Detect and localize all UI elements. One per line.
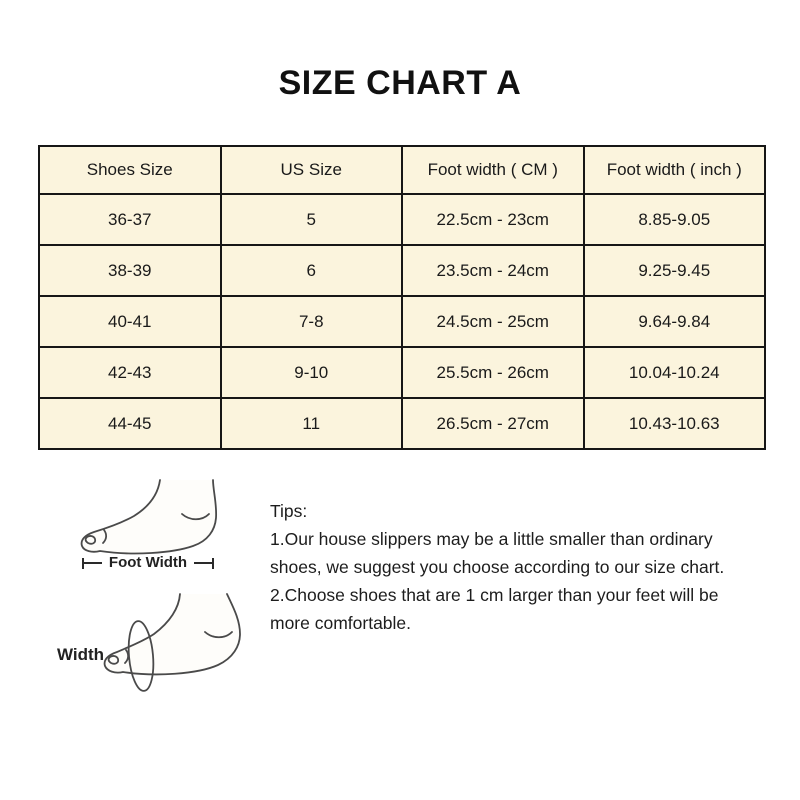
measure-line-left [84, 562, 102, 564]
table-header-row: Shoes Size US Size Foot width ( CM ) Foo… [38, 145, 766, 195]
table-cell: 25.5cm - 26cm [401, 346, 585, 399]
table-row: 44-45 11 26.5cm - 27cm 10.43-10.63 [38, 397, 766, 450]
table-cell: 10.43-10.63 [582, 397, 766, 450]
table-cell: 9-10 [219, 346, 403, 399]
table-cell: 9.64-9.84 [582, 295, 766, 348]
tips-line: 2.Choose shoes that are 1 cm larger than… [270, 585, 719, 605]
table-cell: 5 [219, 193, 403, 246]
header-cell-us-size: US Size [219, 145, 403, 195]
table-cell: 10.04-10.24 [582, 346, 766, 399]
table-cell: 24.5cm - 25cm [401, 295, 585, 348]
foot-girth-ellipse-icon [103, 593, 241, 692]
table-cell: 11 [219, 397, 403, 450]
table-cell: 44-45 [38, 397, 222, 450]
foot-width-measure-label: Foot Width [108, 554, 188, 571]
table-row: 38-39 6 23.5cm - 24cm 9.25-9.45 [38, 244, 766, 297]
table-cell: 8.85-9.05 [582, 193, 766, 246]
measure-tick-left [82, 557, 84, 569]
table-cell: 36-37 [38, 193, 222, 246]
table-cell: 42-43 [38, 346, 222, 399]
width-measure-label: Width [57, 645, 105, 664]
table-row: 42-43 9-10 25.5cm - 26cm 10.04-10.24 [38, 346, 766, 399]
tips-heading: Tips: [270, 501, 308, 521]
page-title: SIZE CHART A [278, 64, 522, 102]
tips-block: Tips: 1.Our house slippers may be a litt… [270, 497, 780, 637]
table-row: 40-41 7-8 24.5cm - 25cm 9.64-9.84 [38, 295, 766, 348]
table-cell: 7-8 [219, 295, 403, 348]
tips-line: shoes, we suggest you choose according t… [270, 557, 725, 577]
header-cell-foot-width-cm: Foot width ( CM ) [401, 145, 585, 195]
table-cell: 23.5cm - 24cm [401, 244, 585, 297]
table-cell: 6 [219, 244, 403, 297]
table-row: 36-37 5 22.5cm - 23cm 8.85-9.05 [38, 193, 766, 246]
measure-line-right [194, 562, 213, 564]
table-cell: 26.5cm - 27cm [401, 397, 585, 450]
tips-line: 1.Our house slippers may be a little sma… [270, 529, 713, 549]
table-cell: 9.25-9.45 [582, 244, 766, 297]
header-cell-shoes-size: Shoes Size [38, 145, 222, 195]
tips-line: more comfortable. [270, 613, 412, 633]
table-cell: 22.5cm - 23cm [401, 193, 585, 246]
table-cell: 40-41 [38, 295, 222, 348]
measure-tick-right [212, 557, 215, 569]
table-cell: 38-39 [38, 244, 222, 297]
foot-side-view-icon [80, 479, 218, 555]
foot-width-measure: Foot Width [82, 554, 215, 571]
header-cell-foot-width-inch: Foot width ( inch ) [582, 145, 766, 195]
size-chart-table: Shoes Size US Size Foot width ( CM ) Foo… [38, 145, 766, 450]
